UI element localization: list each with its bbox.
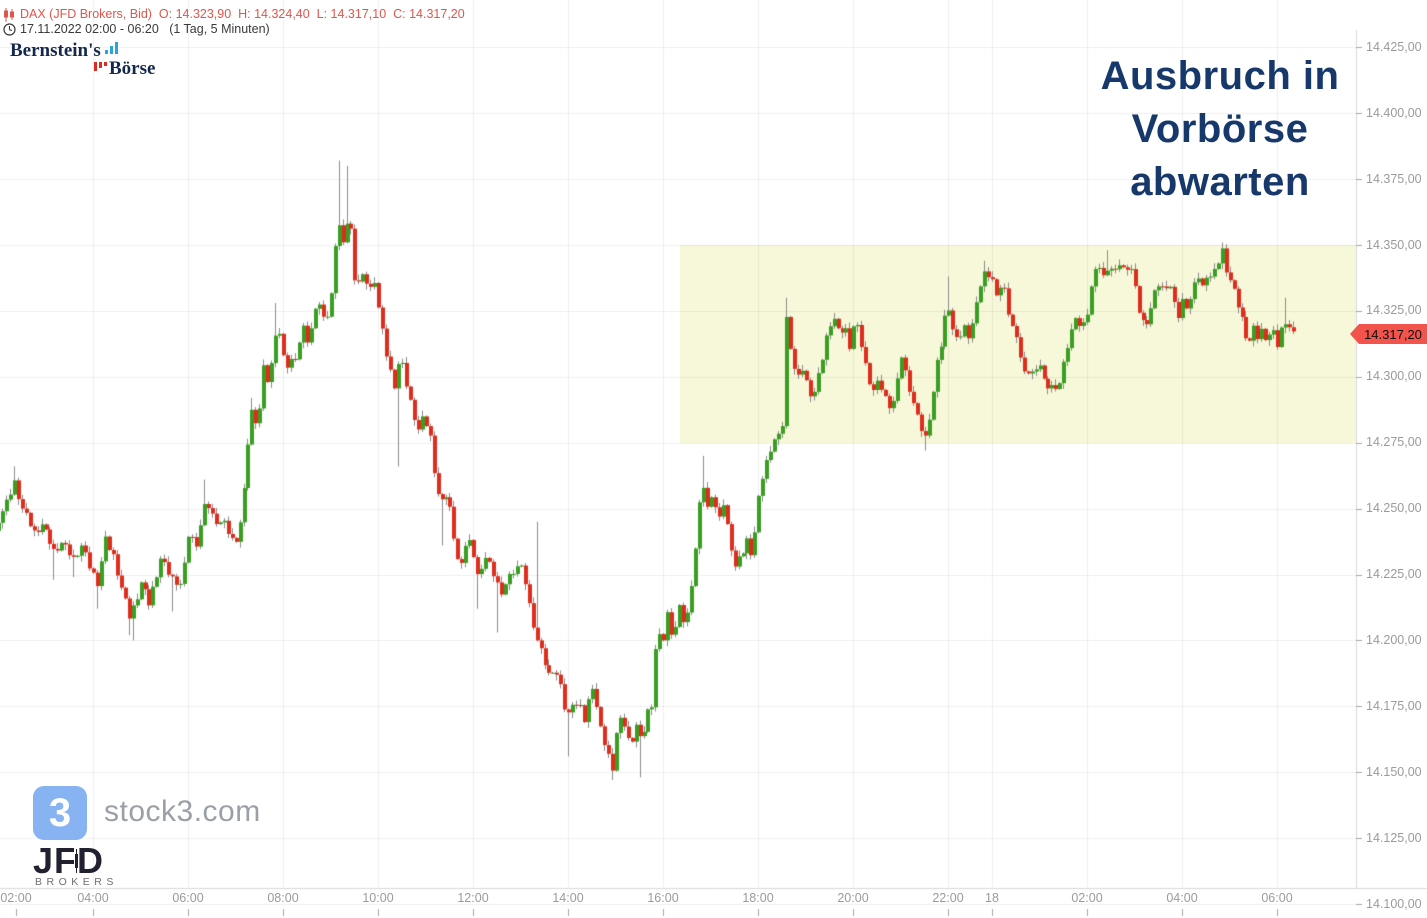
x-axis-label: 08:00 [267,891,299,905]
jfd-candle-icon [74,848,79,874]
ohlc-line: DAX (JFD Brokers, Bid) O: 14.323,90 H: 1… [20,7,465,21]
x-axis-label: 04:00 [1166,891,1198,905]
bernstein-boerse-logo: Bernstein's Börse [10,40,190,82]
x-axis-label: 04:00 [77,891,109,905]
last-price-badge: 14.317,20 [1350,324,1427,344]
y-axis-label: 14.275,00 [1366,435,1422,450]
y-axis-label: 14.150,00 [1366,764,1422,779]
y-axis-label: 14.375,00 [1366,171,1422,186]
clock-icon [3,23,16,41]
y-axis-label: 14.400,00 [1366,105,1422,120]
y-axis-label: 14.325,00 [1366,303,1422,318]
y-axis-label: 14.350,00 [1366,237,1422,252]
x-axis-label: 06:00 [172,891,204,905]
stock3-logo: 3 [33,786,87,840]
y-axis-label: 14.125,00 [1366,830,1422,845]
last-price-value: 14.317,20 [1364,326,1422,342]
candlestick-icon [3,8,17,27]
x-axis-label: 18:00 [742,891,774,905]
annotation-line-1: Ausbruch in [1100,54,1340,98]
jfd-brokers-text: BROKERS [35,876,118,888]
y-axis-label: 14.175,00 [1366,698,1422,713]
annotation-line-2: Vorbörse [1131,107,1309,151]
x-axis-label: 02:00 [0,891,32,905]
brand-sub: Börse [109,58,156,79]
y-axis-label: 14.425,00 [1366,39,1422,54]
x-axis-label: 20:00 [837,891,869,905]
jfd-logo-text: JFD [33,840,105,881]
y-axis-label: 14.300,00 [1366,369,1422,384]
annotation-title: Ausbruch in Vorbörse abwarten [1060,50,1380,209]
x-axis-label: 16:00 [647,891,679,905]
annotation-line-3: abwarten [1130,160,1310,204]
y-axis-label: 14.100,00 [1366,896,1422,911]
stock3-glyph: 3 [48,790,72,835]
x-axis-label: 06:00 [1261,891,1293,905]
x-axis-label: 02:00 [1071,891,1103,905]
y-axis-label: 14.225,00 [1366,567,1422,581]
stock3-watermark-text: stock3.com [104,795,261,828]
y-axis-label: 14.200,00 [1366,632,1422,647]
x-axis-label: 18 [985,891,999,905]
x-axis-label: 10:00 [362,891,394,905]
y-axis-label: 14.250,00 [1366,501,1422,516]
x-axis-label: 22:00 [932,891,964,905]
blue-bars-icon [105,42,118,54]
session-range: 17.11.2022 02:00 - 06:20 (1 Tag, 5 Minut… [20,22,270,36]
red-bars-icon [94,62,107,71]
x-axis-label: 12:00 [457,891,489,905]
x-axis-label: 14:00 [552,891,584,905]
brand-name: Bernstein's [10,40,101,61]
